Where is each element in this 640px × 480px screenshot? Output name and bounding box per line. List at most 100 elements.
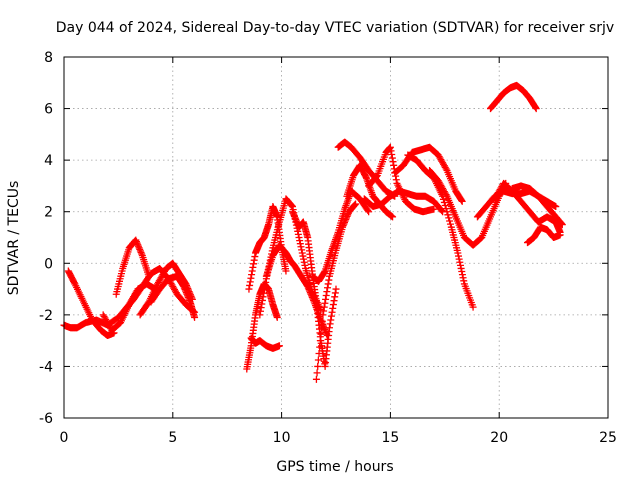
data-point xyxy=(324,280,332,288)
data-point xyxy=(328,308,336,316)
data-point xyxy=(388,150,396,158)
plot-frame xyxy=(63,56,609,419)
data-points xyxy=(60,81,566,383)
data-point xyxy=(319,311,327,319)
data-point xyxy=(320,268,328,276)
data-point xyxy=(288,202,296,210)
data-point xyxy=(317,330,325,338)
data-point xyxy=(138,250,146,258)
data-point xyxy=(292,217,300,225)
data-point xyxy=(318,324,326,332)
data-point xyxy=(315,350,323,358)
y-tick-label: 0 xyxy=(44,256,53,272)
data-point xyxy=(260,289,268,297)
data-point xyxy=(248,267,256,275)
data-point xyxy=(557,219,565,227)
y-tick-label: 8 xyxy=(44,50,53,66)
x-tick-label: 15 xyxy=(381,430,399,446)
data-point xyxy=(456,258,464,266)
data-point xyxy=(326,320,334,328)
data-point xyxy=(364,206,372,214)
series-track-10 xyxy=(245,203,290,293)
data-point xyxy=(186,296,194,304)
series-track-9 xyxy=(247,334,283,352)
data-point xyxy=(313,369,321,377)
data-point xyxy=(558,220,566,228)
x-tick-label: 10 xyxy=(273,430,291,446)
data-point xyxy=(556,231,564,239)
data-point xyxy=(246,281,254,289)
series-track-13 xyxy=(288,208,340,370)
data-point xyxy=(296,240,304,248)
data-point xyxy=(296,237,304,245)
data-point xyxy=(300,258,308,266)
series-track-15 xyxy=(308,187,373,285)
data-point xyxy=(251,253,259,261)
data-point xyxy=(185,295,193,303)
data-point xyxy=(342,215,350,223)
data-point xyxy=(258,300,266,308)
data-point xyxy=(301,261,309,269)
data-point xyxy=(446,220,454,228)
data-point xyxy=(446,217,454,225)
data-point xyxy=(389,158,397,166)
data-point xyxy=(295,234,303,241)
data-point xyxy=(442,205,450,213)
data-point xyxy=(287,201,295,209)
data-point xyxy=(456,261,464,269)
data-point xyxy=(307,290,315,298)
data-point xyxy=(388,154,396,162)
data-point xyxy=(458,271,466,279)
data-point xyxy=(455,255,463,263)
data-point xyxy=(245,285,253,293)
data-point xyxy=(70,279,78,287)
data-point xyxy=(455,252,463,260)
data-point xyxy=(327,312,335,320)
data-point xyxy=(329,301,337,309)
data-point xyxy=(289,209,297,217)
series-track-21 xyxy=(404,151,477,311)
data-point xyxy=(308,293,316,301)
data-point xyxy=(323,288,331,296)
y-tick-label: -4 xyxy=(39,359,53,375)
x-tick-label: 25 xyxy=(599,430,617,446)
y-tick-label: 4 xyxy=(44,153,53,169)
data-point xyxy=(300,255,308,263)
data-point xyxy=(558,221,566,229)
y-tick-label: -6 xyxy=(39,411,53,427)
data-point xyxy=(259,293,267,301)
data-point xyxy=(133,239,141,247)
axis-ticks: 0 5 10 15 20 25 -6 -4 -2 0 2 4 6 8 xyxy=(39,50,617,446)
data-point xyxy=(386,143,394,151)
data-point xyxy=(457,264,465,272)
data-point xyxy=(322,292,330,300)
data-point xyxy=(331,293,339,301)
data-point xyxy=(532,105,540,113)
data-point xyxy=(458,196,466,204)
data-point xyxy=(191,313,199,321)
data-point xyxy=(184,292,192,300)
data-point xyxy=(321,299,329,307)
data-point xyxy=(438,207,446,215)
data-point xyxy=(249,263,257,271)
series-track-26 xyxy=(508,182,566,229)
data-point xyxy=(442,165,450,173)
y-tick-label: 6 xyxy=(44,102,53,118)
data-point xyxy=(331,289,339,297)
series-track-12 xyxy=(262,241,331,339)
data-point xyxy=(135,244,143,252)
data-point xyxy=(136,245,144,253)
data-point xyxy=(330,297,338,305)
data-point xyxy=(180,284,188,292)
data-point xyxy=(262,278,270,286)
y-tick-label: 2 xyxy=(44,205,53,221)
data-point xyxy=(294,230,302,238)
data-point xyxy=(258,296,266,304)
data-point xyxy=(469,303,477,311)
data-point xyxy=(250,256,258,264)
data-point xyxy=(290,212,298,220)
data-point xyxy=(292,215,300,223)
data-point xyxy=(273,313,281,321)
data-point xyxy=(298,249,306,257)
